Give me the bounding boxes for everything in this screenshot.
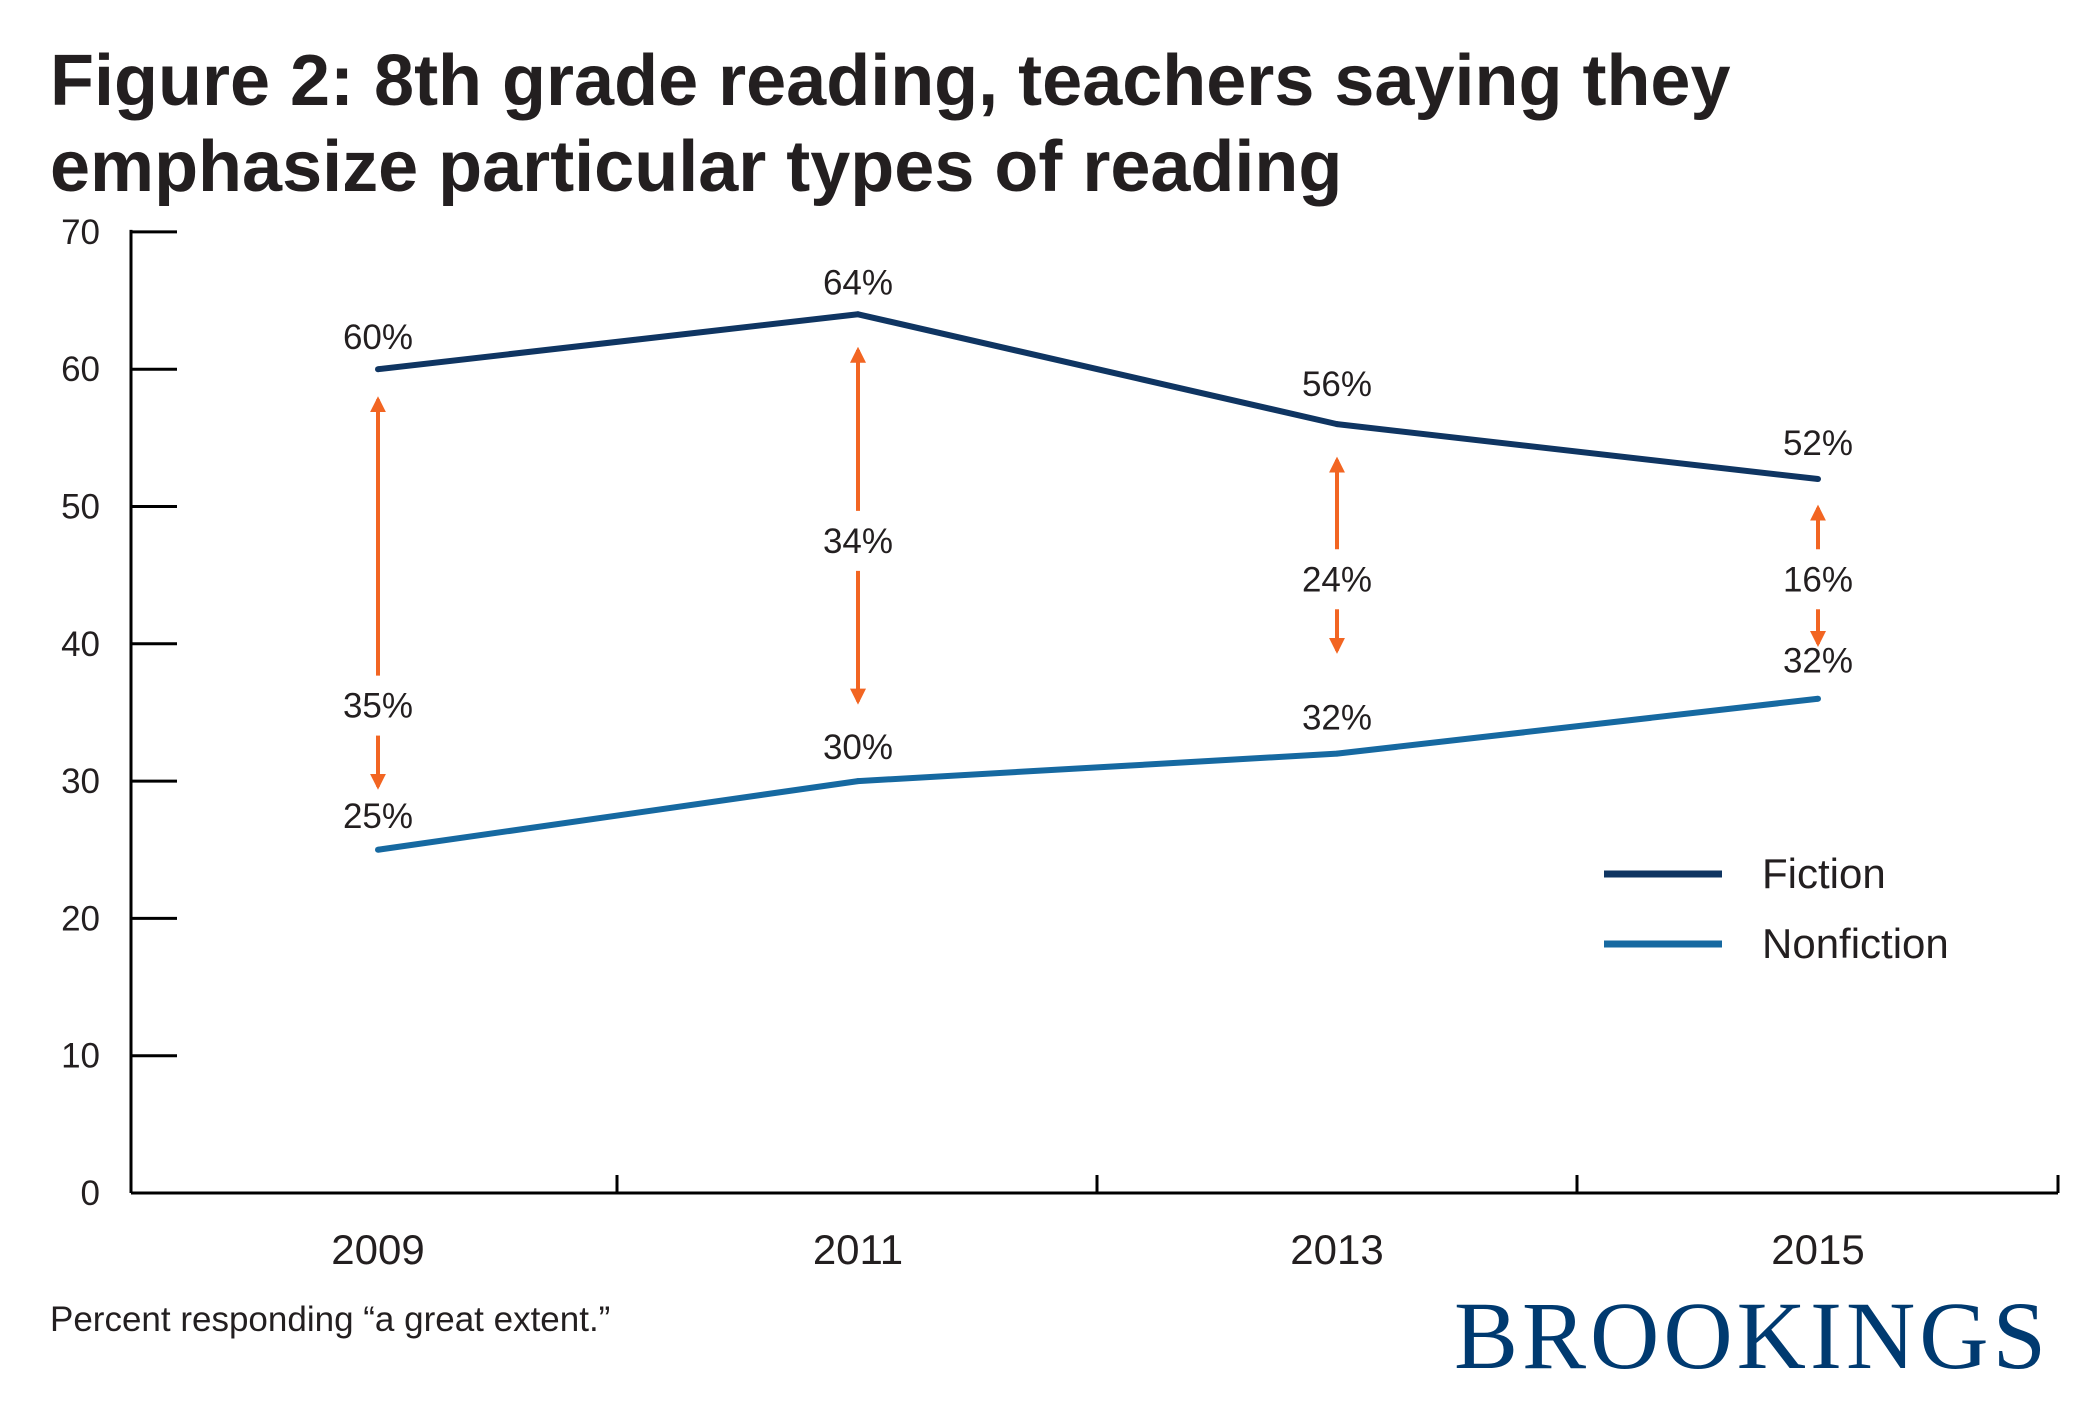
data-label-nonfiction: 30% xyxy=(823,728,893,767)
chart-title: Figure 2: 8th grade reading, teachers sa… xyxy=(50,41,1731,207)
gap-label: 34% xyxy=(823,522,893,561)
series-line-nonfiction xyxy=(377,695,1819,853)
data-label-fiction: 64% xyxy=(823,263,893,302)
legend-label-fiction: Fiction xyxy=(1762,850,1886,897)
data-point-fiction xyxy=(1334,421,1340,428)
data-point-fiction xyxy=(375,366,381,373)
data-label-nonfiction: 25% xyxy=(343,797,413,836)
x-tick-label: 2009 xyxy=(331,1226,424,1273)
series-line-fiction xyxy=(377,311,1819,483)
data-label-nonfiction: 32% xyxy=(1302,699,1372,738)
data-point-nonfiction xyxy=(855,778,861,785)
gap-label: 16% xyxy=(1783,560,1853,599)
y-tick-label: 30 xyxy=(61,762,100,801)
x-tick-label: 2015 xyxy=(1771,1226,1864,1273)
data-point-nonfiction xyxy=(1334,750,1340,757)
gap-label: 35% xyxy=(343,687,413,726)
data-point-fiction xyxy=(1815,476,1821,483)
y-tick-label: 50 xyxy=(61,488,100,527)
data-label-fiction: 52% xyxy=(1783,424,1853,463)
chart-footnote: Percent responding “a great extent.” xyxy=(50,1300,611,1339)
y-tick-label: 10 xyxy=(61,1037,100,1076)
x-tick-label: 2013 xyxy=(1290,1226,1383,1273)
data-label-fiction: 56% xyxy=(1302,365,1372,404)
y-tick-label: 20 xyxy=(61,899,100,938)
x-tick-label: 2011 xyxy=(813,1226,903,1273)
legend-label-nonfiction: Nonfiction xyxy=(1762,920,1949,967)
data-label-nonfiction: 32% xyxy=(1783,642,1853,681)
y-tick-label: 40 xyxy=(61,625,100,664)
y-tick-label: 60 xyxy=(61,350,100,389)
y-tick-label: 0 xyxy=(81,1174,100,1213)
data-point-nonfiction xyxy=(1815,695,1821,702)
brookings-logo: BROOKINGS xyxy=(1453,1282,2050,1389)
gap-label: 24% xyxy=(1302,560,1372,599)
data-point-fiction xyxy=(855,311,861,318)
data-point-nonfiction xyxy=(375,846,381,853)
data-label-fiction: 60% xyxy=(343,318,413,357)
y-tick-label: 70 xyxy=(61,213,100,252)
